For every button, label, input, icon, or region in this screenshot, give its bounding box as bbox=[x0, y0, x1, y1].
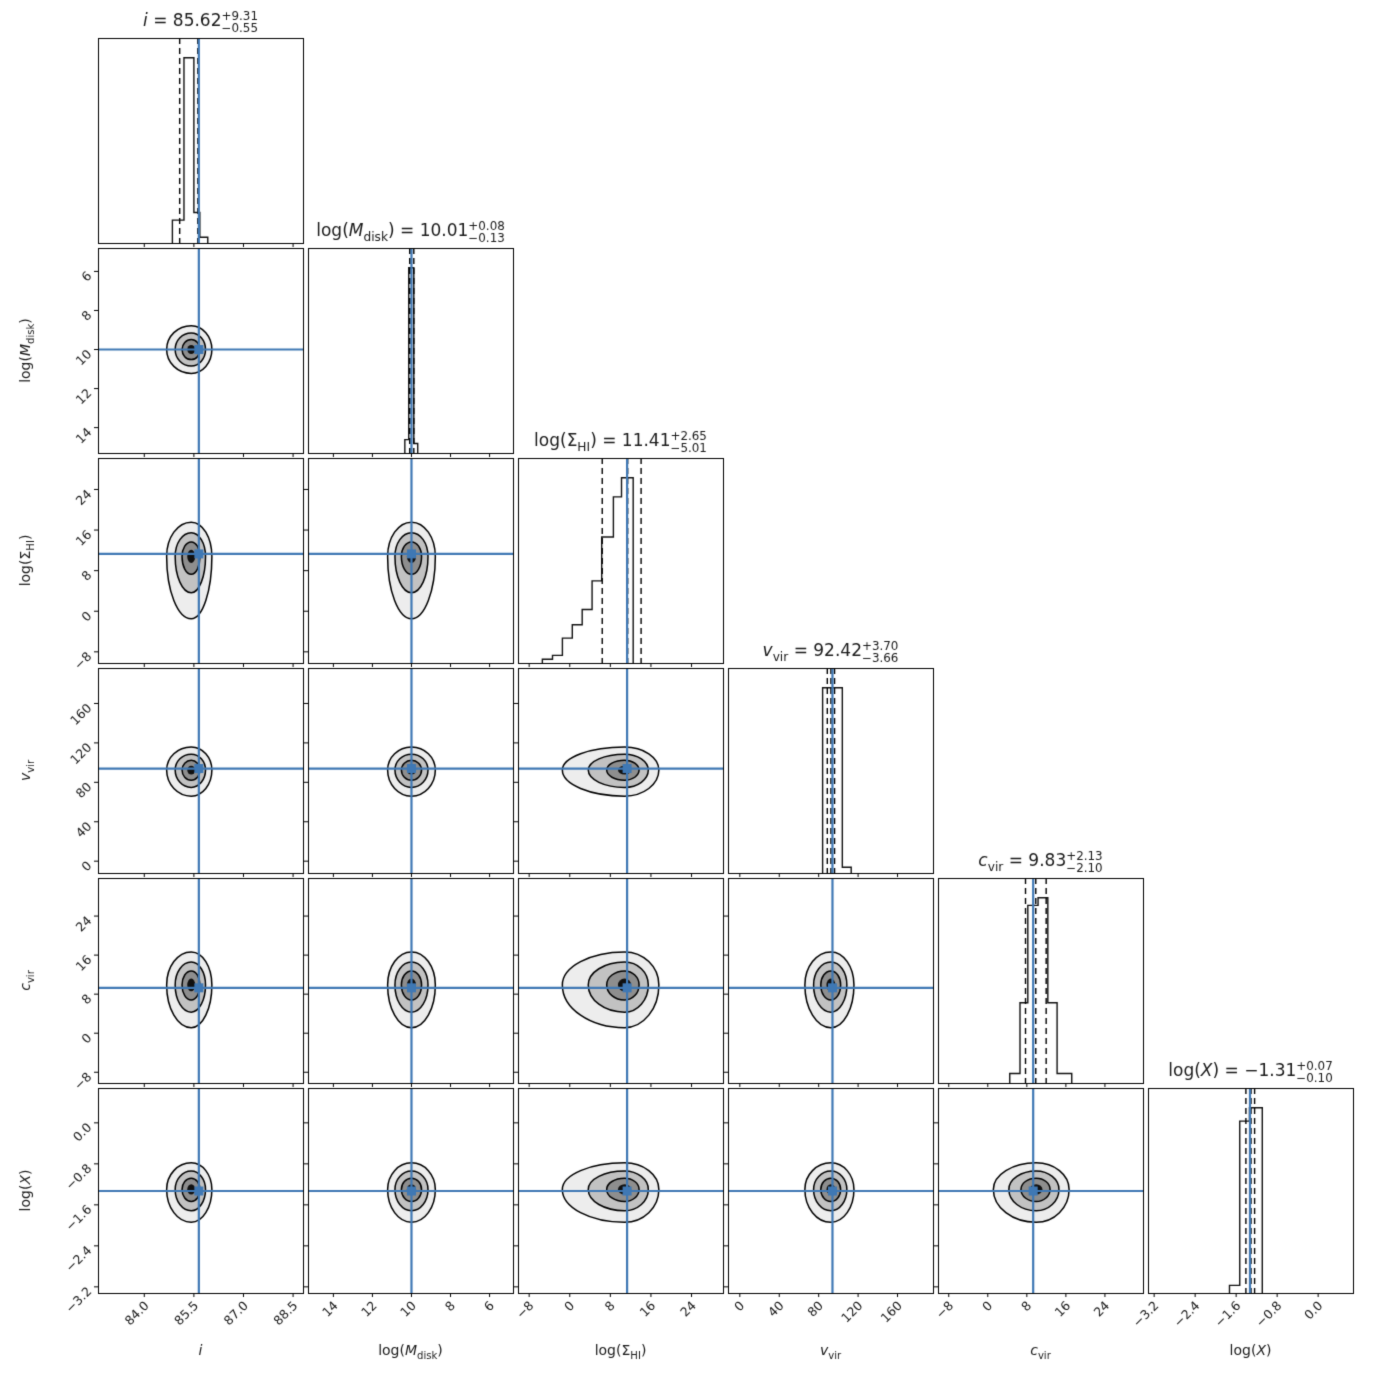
corner-plot-figure bbox=[0, 0, 1390, 1390]
corner-plot-canvas bbox=[0, 0, 1390, 1390]
